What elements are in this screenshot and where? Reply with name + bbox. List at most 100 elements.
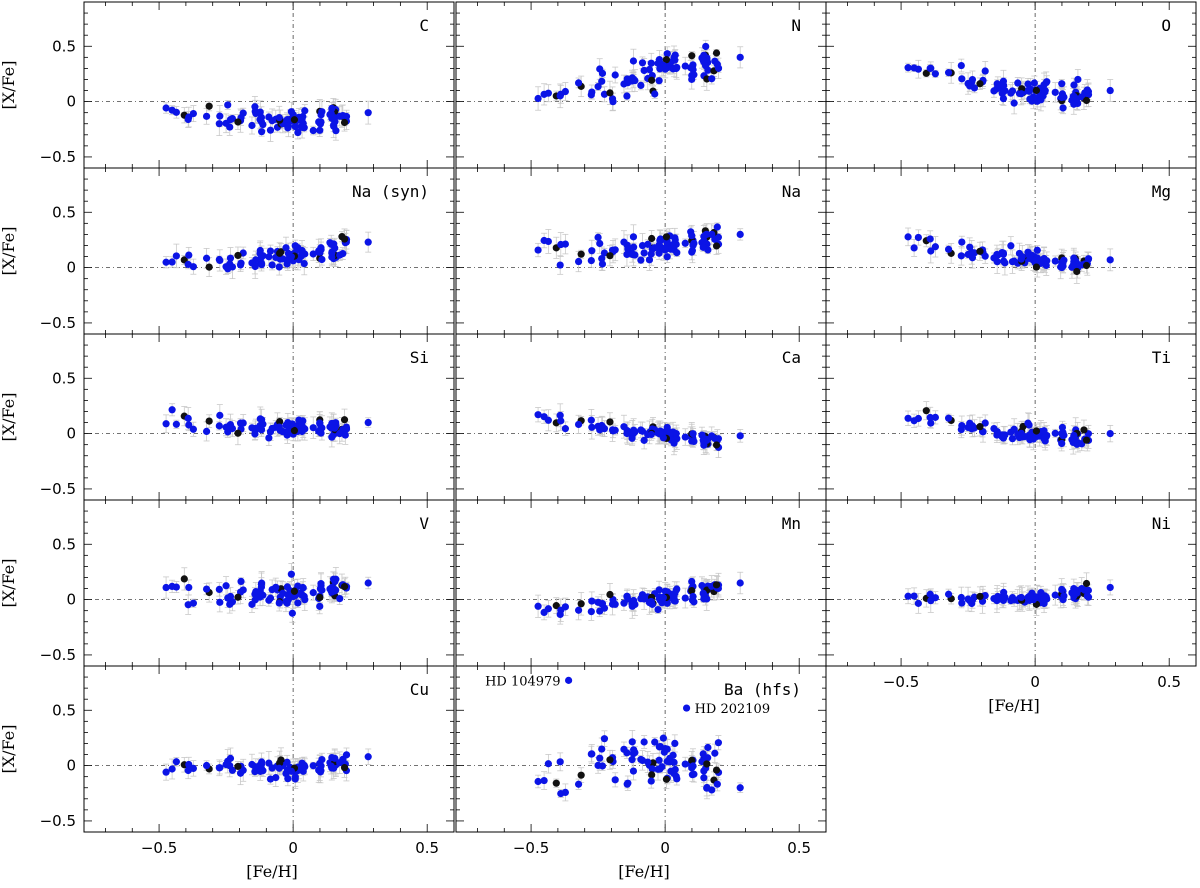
data-point: [283, 583, 291, 591]
data-point: [248, 121, 256, 130]
data-point: [690, 239, 698, 247]
data-point: [647, 597, 655, 606]
data-point: [340, 118, 349, 127]
data-point: [647, 430, 655, 439]
data-point: [998, 249, 1006, 257]
data-point: [258, 128, 266, 136]
data-point: [226, 592, 235, 601]
data-point: [699, 436, 707, 444]
data-point: [1017, 429, 1025, 437]
data-point: [637, 81, 645, 89]
data-point: [681, 594, 689, 602]
y-tick-label: 0: [66, 425, 76, 443]
data-point: [328, 249, 336, 257]
data-point: [1083, 86, 1091, 94]
data-point: [1073, 267, 1081, 276]
y-tick-label: 0.5: [52, 37, 76, 55]
data-point: [1041, 433, 1049, 441]
data-point: [318, 586, 326, 594]
data-point: [168, 258, 176, 266]
data-point: [268, 424, 276, 433]
data-point: [628, 602, 636, 610]
y-tick-label: −0.5: [40, 480, 76, 498]
data-point: [216, 598, 224, 606]
data-point: [327, 424, 335, 432]
data-point: [287, 108, 295, 116]
data-point: [162, 104, 170, 112]
panel-v: V −0.5 0 0.5 [X/Fe]: [0, 499, 455, 667]
data-point: [1033, 246, 1041, 254]
data-point: [328, 433, 336, 441]
data-point: [291, 122, 299, 131]
data-point: [215, 422, 223, 430]
data-point: [648, 234, 656, 243]
data-point: [606, 89, 614, 97]
data-point: [1058, 80, 1066, 88]
data-point: [981, 67, 989, 75]
data-point: [1069, 438, 1077, 447]
data-point: [298, 115, 306, 124]
panel-element-label: Mg: [1152, 182, 1171, 201]
data-point: [577, 600, 585, 608]
data-point: [1040, 255, 1048, 263]
data-point: [964, 423, 972, 431]
data-point: [205, 263, 213, 271]
data-point: [1082, 96, 1091, 105]
data-point: [904, 233, 912, 241]
data-point: [944, 69, 953, 77]
y-tick-label: 0: [66, 259, 76, 277]
data-point: [609, 98, 617, 106]
data-point: [606, 418, 614, 426]
data-point: [620, 599, 628, 607]
data-point: [623, 92, 631, 100]
data-point: [957, 61, 965, 70]
data-point: [699, 589, 707, 597]
data-point: [1032, 427, 1041, 435]
panel-frame: [455, 333, 827, 501]
data-point: [275, 599, 283, 607]
panel-mn: Mn: [455, 499, 827, 667]
data-point: [1074, 75, 1082, 84]
data-point: [257, 118, 266, 126]
data-point: [656, 65, 664, 73]
data-point: [690, 71, 698, 79]
panel-element-label: Na: [782, 182, 801, 201]
data-point: [256, 108, 264, 116]
data-point: [189, 109, 197, 118]
data-point: [736, 579, 744, 587]
data-point: [645, 65, 654, 74]
data-point: [620, 423, 628, 431]
data-point: [1017, 90, 1025, 98]
data-point: [202, 112, 211, 120]
data-point: [600, 249, 609, 257]
data-point: [1010, 99, 1018, 107]
data-point: [327, 109, 335, 118]
panel-n: N: [455, 1, 827, 169]
data-point: [926, 64, 934, 72]
data-point: [587, 416, 595, 424]
data-point: [577, 250, 585, 258]
data-point: [712, 49, 721, 57]
data-point: [215, 120, 223, 128]
data-point: [964, 79, 972, 88]
data-point: [290, 426, 299, 435]
data-point: [681, 433, 689, 441]
data-point: [904, 64, 912, 72]
data-point: [698, 581, 706, 590]
data-point: [172, 583, 180, 591]
data-point: [979, 428, 987, 436]
data-point: [1058, 423, 1067, 432]
data-point: [239, 419, 247, 427]
data-point: [299, 583, 307, 592]
data-point: [1059, 104, 1067, 112]
panel-ti: Ti: [825, 333, 1197, 501]
data-point: [588, 597, 596, 605]
data-point: [284, 124, 292, 132]
data-point: [1069, 92, 1077, 101]
data-point: [258, 579, 266, 587]
data-point: [699, 56, 707, 64]
data-point: [659, 244, 667, 253]
data-point: [629, 233, 638, 241]
data-point: [275, 113, 283, 122]
data-point: [994, 81, 1002, 89]
